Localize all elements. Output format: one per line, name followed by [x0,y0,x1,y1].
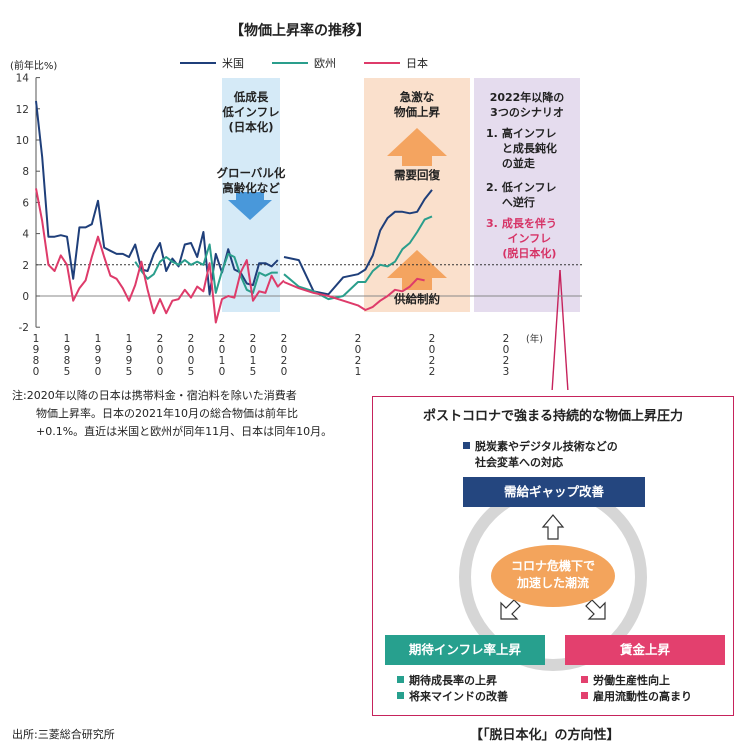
demand-recovery-label: 需要回復 [394,168,440,182]
arrow-up-icon [541,514,565,540]
post-corona-title: ポストコロナで強まる持続的な物価上昇圧力 [422,409,683,424]
arrow-down-left-icon [500,599,521,620]
chart-note: 注:2020年以降の日本は携帯料金・宿泊料を除いた消費者 物価上昇率。日本の20… [12,389,333,438]
chart-title: 【物価上昇率の推移】 [230,23,370,39]
arrow-down-icon [228,192,272,220]
supply-demand-gap-box: 需給ギャップ改善 [463,477,645,507]
left-bullets: 期待成長率の上昇 将来マインドの改善 [397,673,508,705]
y-tick-label: 12 [16,104,29,116]
y-tick-label: 4 [22,229,29,241]
series-line-us-1 [283,189,433,296]
y-tick-label: -2 [19,322,29,334]
wage-increase-box: 賃金上昇 [565,635,725,665]
post-corona-panel: ポストコロナで強まる持続的な物価上昇圧力 脱炭素やデジタル技術などの 社会変革へ… [372,396,734,716]
y-tick-label: 14 [16,73,30,85]
y-tick-label: 6 [22,197,29,209]
series-line-us-0 [35,100,279,296]
legend-item-us: 米国 [180,55,244,71]
right-bullets: 労働生産性向上 雇用流動性の高まり [581,673,692,705]
price-surge-label: 急激な 物価上昇 [394,90,440,119]
shade-scenarios [474,78,580,312]
legend-item-japan: 日本 [364,55,428,71]
top-bullet: 脱炭素やデジタル技術などの 社会変革への対応 [463,439,618,471]
scenario-item-1: 1. 高インフレ と成長鈍化 の並走 [486,127,557,170]
supply-constraint-label: 供給制約 [394,292,440,306]
inflation-chart: -2 0 2 4 6 8 10 12 14 1 9 8 0 1 9 8 5 1 9 9 0 1 9 9 5 2 0 0 0 2 0 0 5 2 0 1… [16,73,582,390]
footer-title: 【「脱日本化」の方向性】 [470,728,620,743]
arrow-up-icon [387,250,447,290]
arrow-up-icon [387,128,447,166]
expected-inflation-box: 期待インフレ率上昇 [385,635,545,665]
y-tick-label: 10 [16,135,29,147]
scenario-heading: 2022年以降の 3つのシナリオ [489,91,565,119]
series-line-japan-0 [35,188,285,324]
y-axis-unit: (前年比%) [10,61,58,72]
globalization-label: グローバル化 高齢化など [216,166,286,195]
scenario-item-2: 2. 低インフレ へ逆行 [486,181,557,209]
connector-line [559,269,569,390]
legend-item-europe: 欧州 [272,55,336,71]
scenario-item-3: 3. 成長を伴う インフレ (脱日本化) [486,217,557,260]
series-line-europe-0 [134,243,278,294]
x-axis-unit: (年) [526,333,543,345]
y-tick-label: 8 [22,166,29,178]
y-tick-label: 2 [22,260,29,272]
source-credit: 出所:三菱総合研究所 [12,728,115,741]
low-inflation-label: 低成長 低インフレ (日本化) [222,90,280,134]
connector-line [551,269,561,390]
arrow-down-right-icon [585,599,606,620]
series-line-japan-1 [283,277,425,311]
y-tick-label: 0 [22,291,29,303]
corona-trend-circle: コロナ危機下で 加速した潮流 [491,545,615,607]
